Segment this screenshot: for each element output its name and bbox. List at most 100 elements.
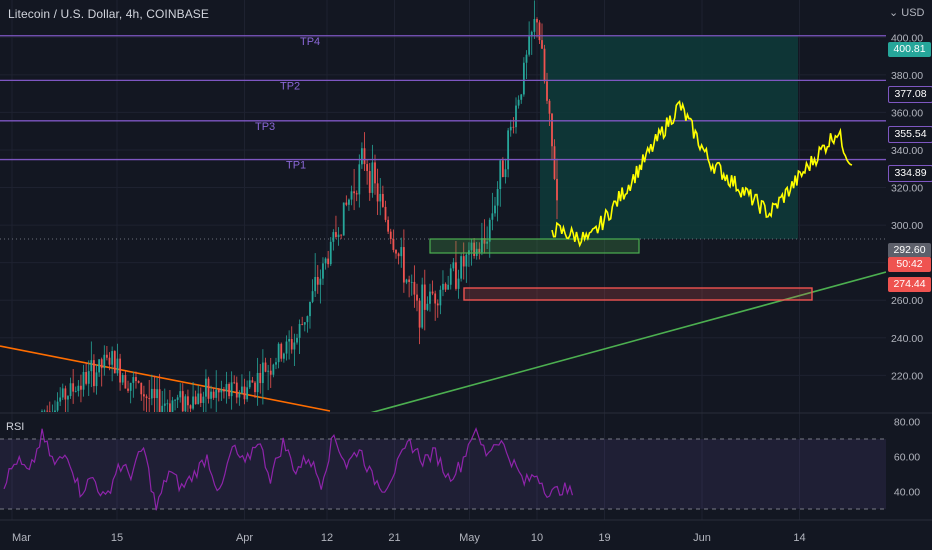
projection-path [551, 99, 853, 248]
candle-body [507, 130, 510, 170]
candle-body [288, 338, 291, 342]
candle-body [486, 241, 489, 244]
rsi-line [3, 427, 574, 511]
candle-body [235, 382, 238, 398]
candle-body [515, 105, 517, 128]
candle-body [504, 169, 507, 178]
candle-body [212, 391, 215, 398]
candle-body [449, 268, 452, 285]
candle-body [124, 375, 127, 389]
candle-body [556, 178, 558, 201]
candle-body [43, 410, 46, 412]
candle-body [93, 360, 95, 387]
candle-body [546, 81, 548, 101]
candle-body [184, 396, 187, 412]
price-plot-area[interactable]: TP4 TP2 TP3 TP1 [0, 0, 886, 430]
candle-body [392, 239, 395, 250]
candle-body [98, 359, 101, 373]
candle-body [366, 164, 369, 172]
candle-body [353, 191, 356, 194]
support-trendline [370, 271, 886, 412]
candle-body [335, 232, 337, 237]
candle-body [418, 300, 421, 328]
candle-body [311, 291, 314, 302]
candle-body [197, 393, 200, 405]
candle-body [327, 258, 330, 265]
candle-body [494, 205, 496, 214]
candle-body [290, 338, 293, 350]
axes: Mar 15 Apr 12 21 May 10 19 Jun 14 220.00 240.00 260.… [0, 32, 932, 544]
candle-body [153, 388, 156, 399]
currency-selector[interactable]: ⌄ USD [889, 6, 925, 19]
candle-body [140, 382, 143, 395]
candle-body [402, 247, 405, 283]
candle-body [61, 388, 64, 398]
candle-body [298, 324, 301, 338]
y-tick-label: 300.00 [891, 220, 923, 232]
price-tag: 292.60 [888, 243, 931, 258]
candle-body [400, 247, 403, 257]
candle-body [156, 389, 158, 399]
candle-body [179, 391, 182, 398]
candle-body [148, 398, 151, 399]
candle-body [337, 234, 340, 237]
candle-body [158, 389, 161, 412]
candle-body [512, 126, 515, 128]
candle-body [306, 316, 309, 323]
candle-body [389, 231, 392, 240]
chart-title: Litecoin / U.S. Dollar, 4h, COINBASE [8, 7, 210, 21]
y-tick-label: 340.00 [891, 145, 923, 157]
candle-body [137, 381, 140, 383]
candle-body [256, 372, 259, 393]
price-tag: 334.89 [888, 165, 932, 182]
candle-body [296, 337, 298, 343]
candle-body [520, 94, 523, 100]
candle-body [127, 388, 129, 391]
candle-body [202, 396, 205, 403]
candle-body [150, 388, 153, 399]
candle-body [205, 378, 207, 397]
candle-body [259, 372, 262, 384]
candle-body [248, 380, 251, 388]
candle-body [421, 284, 424, 328]
candle-body [166, 403, 169, 405]
candle-body [350, 191, 353, 200]
x-tick-label: Mar [12, 532, 31, 544]
candle-body [525, 54, 528, 63]
candle-body [176, 397, 179, 400]
candle-body [163, 403, 166, 406]
price-tag: 400.81 [888, 42, 931, 57]
candle-body [74, 391, 77, 392]
x-tick-label: 14 [793, 532, 805, 544]
candle-body [509, 126, 512, 131]
x-tick-label: 19 [598, 532, 610, 544]
candle-body [261, 362, 264, 384]
candle-body [316, 276, 319, 285]
candle-body [69, 383, 72, 397]
stop-box [463, 287, 813, 301]
candle-body [143, 394, 145, 397]
candle-body [470, 242, 473, 251]
candle-body [483, 238, 486, 244]
candle-body [348, 199, 350, 205]
candle-body [56, 401, 59, 411]
candle-body [379, 193, 382, 202]
candle-body [254, 382, 256, 393]
candle-body [374, 162, 376, 184]
candle-body [496, 189, 499, 206]
candle-body [442, 283, 444, 290]
rsi-plot-area[interactable] [0, 427, 886, 511]
candle-body [395, 249, 397, 254]
price-tag: 274.44 [888, 277, 931, 292]
candle-body [363, 148, 366, 165]
candle-body [522, 62, 525, 95]
candle-body [171, 400, 174, 412]
x-tick-label: May [459, 532, 480, 544]
candle-body [387, 219, 390, 232]
candle-body [90, 360, 93, 372]
candle-body [106, 354, 108, 358]
candle-body [376, 183, 379, 202]
candle-body [548, 100, 551, 114]
candle-body [241, 386, 243, 394]
